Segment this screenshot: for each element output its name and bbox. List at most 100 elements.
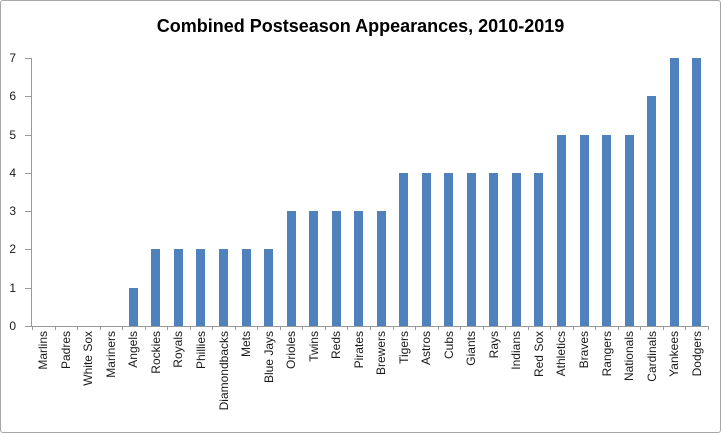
bar-slot [347, 58, 370, 326]
bar-slot [618, 58, 641, 326]
bar-phillies [196, 249, 206, 326]
x-axis-tick [234, 326, 236, 330]
x-axis-label: Braves [577, 331, 592, 369]
x-axis-tick [505, 326, 507, 330]
x-axis-label: Dodgers [689, 331, 704, 377]
y-axis-tick-label: 6 [9, 89, 16, 104]
x-axis-label-cell: Padres [55, 331, 78, 431]
y-axis-tick [25, 58, 31, 59]
x-axis-tick [437, 326, 439, 330]
y-axis-tick-label: 2 [9, 242, 16, 257]
x-axis-tick [482, 326, 484, 330]
bar-diamondbacks [219, 249, 229, 326]
bar-slot [595, 58, 618, 326]
bar-slot [280, 58, 303, 326]
x-axis-tick [370, 326, 371, 330]
bar-slot [100, 58, 123, 326]
x-axis-label-cell: Braves [573, 331, 596, 431]
x-axis-label: Pirates [351, 331, 366, 369]
x-axis-tick [324, 326, 326, 330]
bar-cardinals [647, 96, 657, 326]
x-axis-label: Tigers [396, 331, 411, 364]
x-axis-tick [550, 326, 552, 330]
x-axis-label: Blue Jays [261, 331, 276, 384]
x-axis-tick [99, 326, 101, 330]
bar-athletics [556, 134, 566, 326]
bar-slot [167, 58, 190, 326]
bar-reds [331, 211, 341, 326]
x-axis-tick [77, 326, 79, 330]
bar-slot [393, 58, 416, 326]
x-axis-label: White Sox [81, 331, 96, 386]
x-axis-tick [279, 326, 281, 330]
x-axis-label-cell: Rays [483, 331, 506, 431]
bar-cubs [444, 172, 454, 326]
y-axis-tick [25, 287, 31, 289]
bar-slot [528, 58, 551, 326]
bar-slot [212, 58, 235, 326]
x-axis-tick [302, 326, 304, 330]
x-axis-label: Royals [171, 331, 186, 368]
y-axis-tick [25, 326, 31, 327]
x-axis-label-cell: Angels [122, 331, 145, 431]
x-axis-label-cell: White Sox [77, 331, 100, 431]
bar-brewers [376, 211, 386, 326]
x-axis-tick [415, 326, 417, 330]
x-axis-tick [640, 326, 642, 330]
bar-slot [505, 58, 528, 326]
x-axis-label-cell: Phillies [190, 331, 213, 431]
bar-royals [173, 249, 183, 326]
x-axis-label-cell: Diamondbacks [212, 331, 235, 431]
x-axis-label: Cubs [441, 331, 456, 360]
x-axis-tick [54, 326, 56, 330]
x-axis-labels: Marlins Padres White Sox Mariners Angels Rock… [32, 331, 708, 431]
y-axis-tick-label: 3 [9, 204, 16, 219]
x-axis-label-cell: Pirates [347, 331, 370, 431]
x-axis-tick [595, 326, 597, 330]
x-axis-label: Mets [239, 331, 254, 358]
bar-slot [438, 58, 461, 326]
bar-slot [325, 58, 348, 326]
x-axis-label: Cardinals [644, 331, 659, 382]
plot-area: 0 1 2 3 4 5 6 7 Marlins Padres White Sox Mariners A… [9, 51, 709, 410]
y-axis-tick [25, 134, 31, 136]
bar-slot [302, 58, 325, 326]
y-axis-tick [25, 172, 31, 174]
bar-tigers [399, 172, 409, 326]
x-axis-label: Indians [509, 331, 524, 370]
bar-slot [257, 58, 280, 326]
x-axis-tick [662, 326, 664, 330]
x-axis-label-cell: Reds [325, 331, 348, 431]
chart-title: Combined Postseason Appearances, 2010-20… [156, 16, 565, 36]
x-axis-label-cell: Brewers [370, 331, 393, 431]
bar-slot [663, 58, 686, 326]
x-axis-label: Rockies [148, 331, 163, 374]
bar-slot [573, 58, 596, 326]
bar-slot [483, 58, 506, 326]
bar-yankees [669, 58, 679, 326]
bar-slot [685, 58, 708, 326]
x-axis-label: Reds [329, 331, 344, 360]
x-axis-label-cell: Dodgers [685, 331, 708, 431]
x-axis-tick [189, 326, 191, 330]
x-axis-label-cell: Cardinals [640, 331, 663, 431]
bar-indians [511, 172, 521, 326]
x-axis-label: Orioles [284, 331, 299, 370]
x-axis-tick [392, 326, 394, 330]
bar-slot [415, 58, 438, 326]
bar-angels [128, 287, 138, 326]
x-axis-label-cell: Royals [167, 331, 190, 431]
x-axis-label-cell: Rockies [145, 331, 168, 431]
bar-pirates [354, 211, 364, 326]
bar-nationals [624, 134, 634, 326]
y-axis-tick-label: 0 [9, 319, 16, 333]
bar-rays [489, 172, 499, 326]
bar-slot [32, 58, 55, 326]
bar-slot [190, 58, 213, 326]
bar-slot [550, 58, 573, 326]
bar-slot [55, 58, 78, 326]
x-axis-label-cell: Nationals [618, 331, 641, 431]
x-axis-label: Yankees [667, 331, 682, 377]
bar-slot [77, 58, 100, 326]
x-axis-label: Red Sox [531, 331, 546, 378]
